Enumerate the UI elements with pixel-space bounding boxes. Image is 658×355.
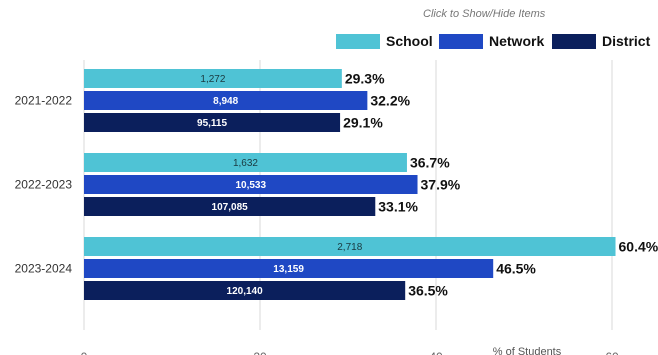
x-axis-title: % of Students (493, 346, 562, 355)
legend-item-district[interactable]: District (552, 32, 650, 50)
bar-value-label-network-2021-2022: 32.2% (370, 93, 410, 109)
y-category-label-2023-2024: 2023-2024 (15, 262, 73, 276)
x-tick-label-40: 40 (429, 350, 443, 355)
legend-label-district: District (602, 33, 651, 49)
bar-school-2023-2024[interactable] (84, 237, 616, 256)
legend-label-school: School (386, 33, 433, 49)
bar-value-label-school-2023-2024: 60.4% (619, 239, 658, 255)
bar-network-2021-2022[interactable] (84, 91, 368, 110)
bar-value-label-district-2022-2023: 33.1% (378, 199, 418, 215)
x-tick-label-20: 20 (253, 350, 267, 355)
legend-swatch-network (439, 33, 483, 49)
bar-count-label-network-2022-2023: 10,533 (235, 180, 266, 191)
bar-school-2022-2023[interactable] (84, 153, 407, 172)
bar-value-label-school-2022-2023: 36.7% (410, 155, 450, 171)
bar-count-label-school-2021-2022: 1,272 (200, 74, 225, 85)
bar-count-label-district-2022-2023: 107,085 (212, 202, 249, 213)
y-category-label-2021-2022: 2021-2022 (15, 94, 73, 108)
bar-count-label-school-2022-2023: 1,632 (233, 158, 258, 169)
bar-count-label-network-2023-2024: 13,159 (273, 264, 304, 275)
x-tick-label-0: 0 (81, 350, 88, 355)
legend-swatch-school (336, 33, 380, 49)
bar-network-2023-2024[interactable] (84, 259, 494, 278)
bar-district-2023-2024[interactable] (84, 281, 406, 300)
bar-network-2022-2023[interactable] (84, 175, 418, 194)
bar-count-label-school-2023-2024: 2,718 (337, 242, 362, 253)
legend-item-network[interactable]: Network (439, 32, 544, 50)
x-tick-label-60: 60 (605, 350, 619, 355)
bar-school-2021-2022[interactable] (84, 69, 342, 88)
bar-value-label-network-2022-2023: 37.9% (421, 177, 461, 193)
bar-value-label-school-2021-2022: 29.3% (345, 71, 385, 87)
legend-hint: Click to Show/Hide Items (423, 8, 546, 20)
bar-count-label-network-2021-2022: 8,948 (213, 96, 238, 107)
bar-count-label-district-2023-2024: 120,140 (227, 286, 264, 297)
bar-district-2021-2022[interactable] (84, 113, 341, 132)
legend-item-school[interactable]: School (336, 32, 433, 50)
bar-value-label-district-2023-2024: 36.5% (408, 283, 448, 299)
legend-label-network: Network (489, 33, 545, 49)
bar-value-label-network-2023-2024: 46.5% (496, 261, 536, 277)
y-category-label-2022-2023: 2022-2023 (15, 178, 73, 192)
bar-value-label-district-2021-2022: 29.1% (343, 115, 383, 131)
bar-count-label-district-2021-2022: 95,115 (197, 118, 227, 129)
bar-district-2022-2023[interactable] (84, 197, 376, 216)
legend-swatch-district (552, 33, 596, 49)
